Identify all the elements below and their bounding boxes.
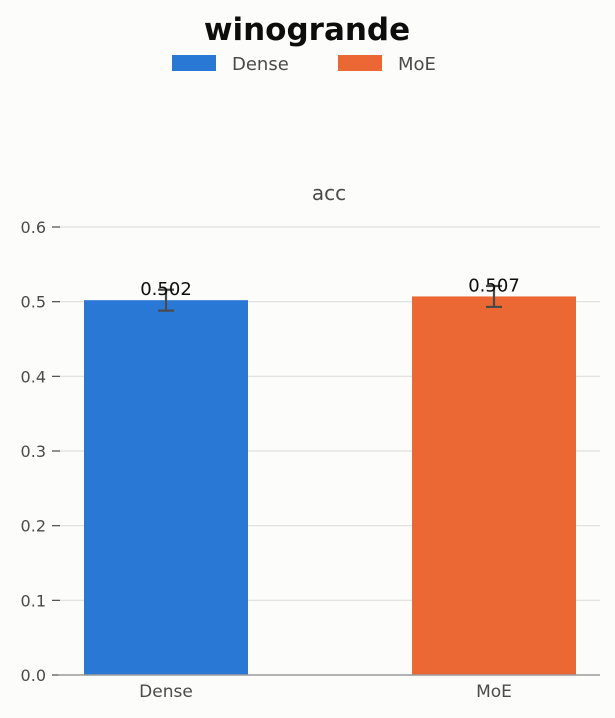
chart-title: winogrande — [204, 12, 410, 48]
bar-moe — [412, 296, 576, 675]
legend-swatch-dense — [172, 55, 216, 71]
y-tick-label: 0.1 — [21, 591, 46, 610]
chart-subtitle: acc — [312, 181, 346, 205]
x-tick-label: MoE — [476, 682, 512, 702]
x-tick-label: Dense — [139, 682, 193, 702]
error-bar-moe — [486, 284, 502, 308]
bars: 0.502 0.507 — [84, 275, 576, 675]
legend-swatch-moe — [338, 55, 382, 71]
legend-label-moe: MoE — [398, 54, 436, 75]
y-tick-label: 0.5 — [21, 293, 46, 312]
bar-dense — [84, 300, 248, 675]
y-tick-label: 0.0 — [21, 666, 46, 685]
y-tick-label: 0.4 — [21, 367, 46, 386]
error-bar-dense — [158, 288, 174, 312]
value-label-moe: 0.507 — [468, 275, 520, 296]
legend-label-dense: Dense — [232, 54, 289, 75]
legend: Dense MoE — [172, 54, 436, 75]
y-axis: 0.0 0.1 0.2 0.3 0.4 0.5 0.6 — [21, 218, 60, 685]
y-tick-label: 0.3 — [21, 442, 46, 461]
y-tick-label: 0.2 — [21, 517, 46, 536]
value-label-dense: 0.502 — [140, 279, 192, 300]
x-axis: Dense MoE — [58, 674, 600, 702]
y-tick-label: 0.6 — [21, 218, 46, 237]
